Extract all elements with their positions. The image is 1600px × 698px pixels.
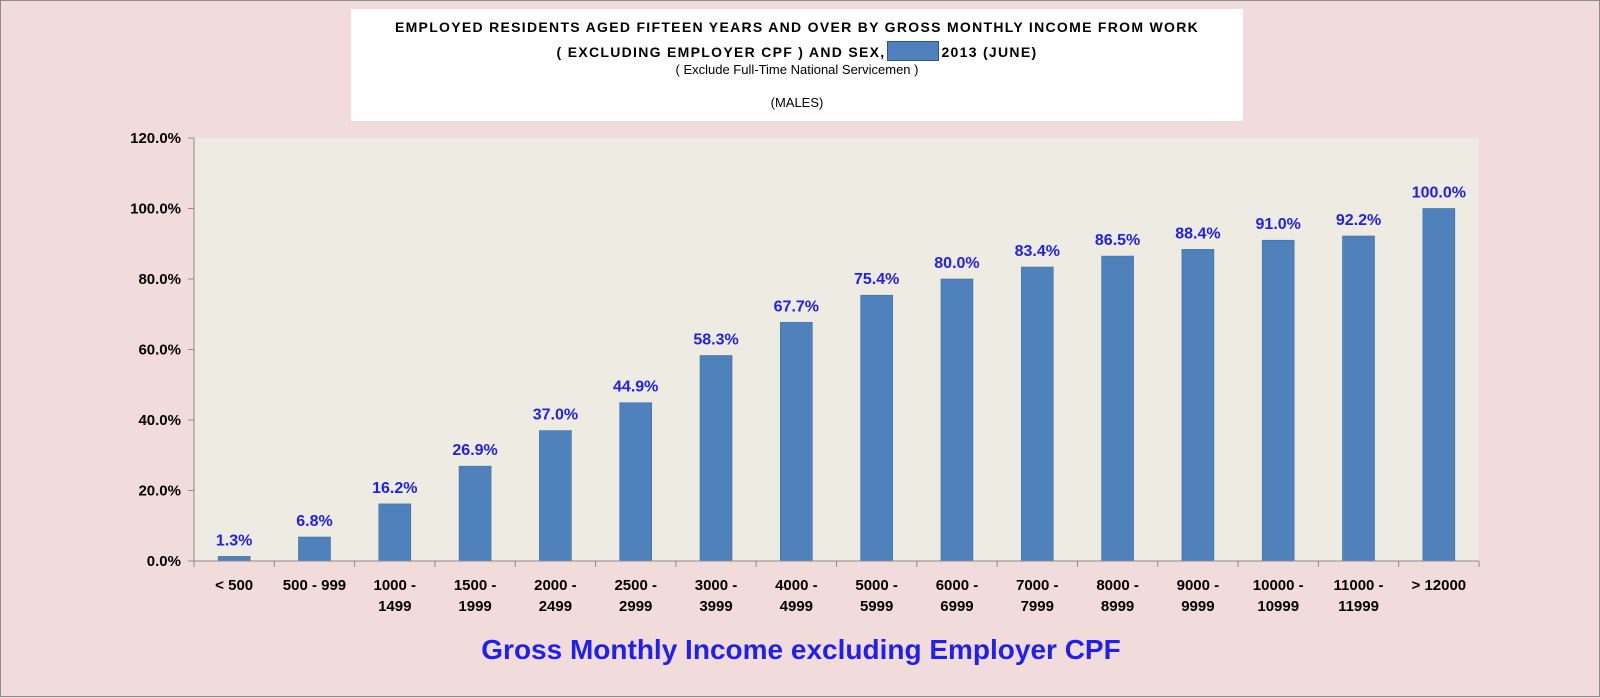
data-label: 37.0%	[533, 407, 578, 424]
y-tick-label: 60.0%	[138, 342, 181, 359]
chart-series-label: (MALES)	[770, 95, 824, 110]
data-label: 58.3%	[693, 331, 738, 348]
data-label: 100.0%	[1412, 185, 1466, 202]
data-label: 86.5%	[1095, 232, 1140, 249]
bar	[940, 278, 974, 562]
y-tick-label: 100.0%	[130, 201, 181, 218]
data-label: 44.9%	[613, 379, 658, 396]
chart-title-line-2-suffix: 2013 (JUNE)	[941, 44, 1038, 60]
x-tick-label: 1000 -1499	[374, 577, 417, 615]
y-axis: 0.0% 20.0% 40.0% 60.0% 80.0% 100.0% 120.0%	[130, 130, 195, 570]
chart-title-line-1: EMPLOYED RESIDENTS AGED FIFTEEN YEARS AN…	[394, 19, 1200, 35]
x-tick-label: 3000 -3999	[695, 577, 738, 615]
x-axis-title: Gross Monthly Income excluding Employer …	[481, 634, 1121, 665]
bar	[1020, 266, 1054, 562]
y-tick-label: 0.0%	[147, 553, 181, 570]
x-tick-label: 5000 -5999	[855, 577, 898, 615]
bar	[378, 503, 412, 562]
data-label: 83.4%	[1015, 243, 1060, 260]
x-tick-label: 1500 -1999	[454, 577, 497, 615]
bar	[217, 556, 251, 562]
x-tick-label: 9000 -9999	[1177, 577, 1220, 615]
data-label: 16.2%	[372, 480, 417, 497]
bar	[860, 294, 893, 562]
data-label: 75.4%	[854, 271, 899, 288]
data-label: 80.0%	[934, 255, 979, 272]
data-label: 1.3%	[216, 532, 252, 549]
bar	[619, 402, 653, 562]
data-label: 88.4%	[1175, 225, 1220, 242]
y-tick-label: 120.0%	[130, 130, 181, 147]
x-tick-label: 4000 -4999	[775, 577, 818, 615]
bar	[1181, 249, 1215, 562]
bar	[1422, 208, 1456, 562]
x-tick-label: 2500 -2999	[614, 577, 657, 615]
bar	[780, 322, 813, 562]
bar	[458, 465, 492, 562]
redaction-block	[887, 41, 940, 61]
chart-title-box: EMPLOYED RESIDENTS AGED FIFTEEN YEARS AN…	[351, 9, 1243, 121]
data-label: 26.9%	[452, 442, 497, 459]
y-tick-label: 80.0%	[138, 271, 181, 288]
x-axis: < 500 500 - 999 1000 -1499 1500 -1999 2000 -…	[193, 560, 1480, 615]
y-tick-label: 40.0%	[138, 412, 181, 429]
chart-subtitle: ( Exclude Full-Time National Servicemen …	[675, 62, 919, 77]
bar	[539, 430, 572, 562]
bar	[699, 355, 733, 562]
x-tick-label: 7000 -7999	[1016, 577, 1059, 615]
chart-title-line-2: ( EXCLUDING EMPLOYER CPF ) AND SEX, 2013 …	[351, 41, 1243, 61]
x-tick-label: < 500	[215, 577, 253, 594]
bar	[1101, 255, 1134, 562]
x-tick-label: 11000 -11999	[1334, 577, 1384, 615]
x-tick-label: 6000 -6999	[936, 577, 979, 615]
bar	[1261, 239, 1295, 562]
x-tick-label: 2000 -2499	[534, 577, 577, 615]
x-tick-label: > 12000	[1412, 577, 1467, 594]
data-label: 6.8%	[296, 513, 332, 530]
bar	[1342, 235, 1375, 562]
data-label: 67.7%	[774, 298, 819, 315]
x-tick-label: 10000 -10999	[1253, 577, 1304, 615]
x-tick-label: 8000 -8999	[1096, 577, 1139, 615]
data-label: 92.2%	[1336, 212, 1381, 229]
data-labels-group: 1.3% 6.8% 16.2% 26.9% 37.0% 44.9% 58.3% 67.7% 75…	[216, 185, 1466, 550]
chart-title-line-2-prefix: ( EXCLUDING EMPLOYER CPF ) AND SEX,	[556, 44, 886, 60]
bars-group	[217, 208, 1456, 562]
x-tick-label: 500 - 999	[283, 577, 346, 594]
y-tick-label: 20.0%	[138, 483, 181, 500]
bar	[298, 536, 331, 562]
data-label: 91.0%	[1256, 216, 1301, 233]
